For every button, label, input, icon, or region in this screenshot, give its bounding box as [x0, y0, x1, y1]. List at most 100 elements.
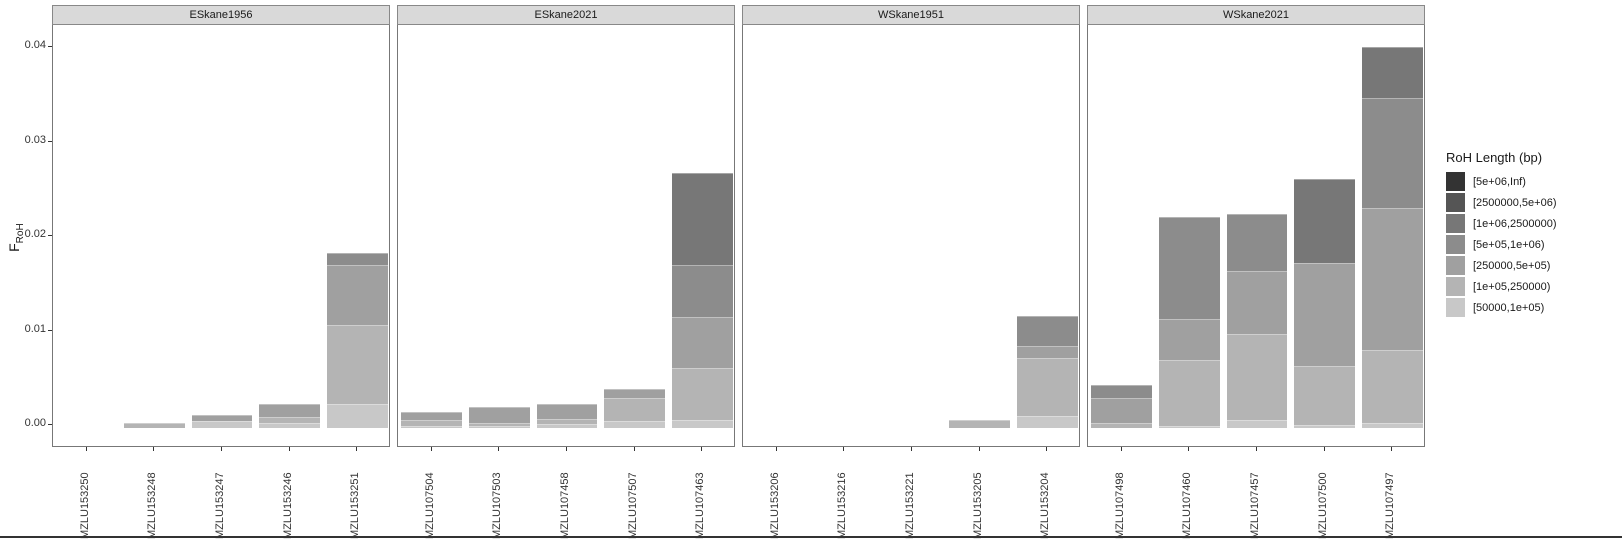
bar-segment[interactable]	[671, 368, 733, 420]
bar-segment[interactable]	[1091, 397, 1153, 424]
bar-segment[interactable]	[671, 316, 733, 369]
bar-segment[interactable]	[468, 407, 530, 424]
bar-segment[interactable]	[1361, 349, 1423, 424]
x-tick-mark	[221, 447, 222, 451]
bar-segment[interactable]	[1091, 384, 1153, 398]
bar-segment[interactable]	[401, 411, 463, 421]
facet-panel-wskane1951: WSkane1951 MZLU153206 MZLU153216 MZLU153221…	[742, 5, 1080, 539]
x-tick-mark	[288, 447, 290, 451]
x-tick-mark	[1120, 447, 1122, 451]
legend-item: [50000,1e+05)	[1446, 297, 1557, 318]
bar-segment[interactable]	[1294, 262, 1355, 366]
legend-color-swatch	[1446, 298, 1465, 317]
bar-segment[interactable]	[468, 426, 530, 428]
bar-segment[interactable]	[1091, 423, 1153, 428]
bar-segment[interactable]	[259, 423, 320, 428]
bar-segment[interactable]	[1226, 271, 1288, 334]
bar-segment[interactable]	[191, 414, 253, 422]
x-tick-label: MZLU107497	[1384, 472, 1397, 539]
bar-segment[interactable]	[536, 418, 598, 425]
bar-segment[interactable]	[1158, 359, 1220, 427]
y-tick-mark	[48, 329, 52, 331]
bar-segment[interactable]	[1361, 98, 1423, 208]
y-tick-mark	[48, 46, 52, 47]
bar-segment[interactable]	[259, 416, 320, 424]
bar-segment[interactable]	[1294, 179, 1355, 263]
bar-segment[interactable]	[536, 424, 598, 428]
legend-item: [1e+05,250000)	[1446, 276, 1557, 297]
plot-area	[52, 25, 390, 447]
bar-segment[interactable]	[1361, 47, 1423, 99]
y-tick-mark	[48, 140, 52, 142]
x-tick-label: MZLU153204	[1039, 472, 1052, 539]
legend-item: [1e+06,2500000)	[1446, 213, 1557, 234]
x-tick-label: MZLU107500	[1316, 472, 1329, 539]
legend-label: [250000,5e+05)	[1473, 259, 1551, 272]
bar-segment[interactable]	[326, 264, 388, 325]
bar-segment[interactable]	[604, 389, 665, 398]
legend-color-swatch	[1446, 193, 1465, 212]
x-tick-label: MZLU153250	[78, 472, 91, 539]
bar-segment[interactable]	[191, 421, 253, 428]
bar-segment[interactable]	[671, 264, 733, 317]
y-tick-label: 0.02	[24, 228, 46, 240]
plot-area	[1087, 25, 1425, 447]
legend-item: [5e+05,1e+06)	[1446, 234, 1557, 255]
bar-segment[interactable]	[671, 419, 733, 428]
x-tick-label: MZLU153248	[146, 472, 159, 539]
bar-segment[interactable]	[401, 426, 463, 428]
facet-strip-label: ESkane1956	[52, 5, 390, 25]
legend-items: [5e+06,Inf) [2500000,5e+06) [1e+06,2500000…	[1446, 171, 1557, 318]
bar-segment[interactable]	[326, 404, 388, 428]
legend-item: [5e+06,Inf)	[1446, 171, 1557, 192]
bar-segment[interactable]	[123, 423, 185, 428]
x-tick-label: MZLU153251	[349, 472, 362, 539]
y-tick-label: 0.04	[24, 39, 46, 51]
bar-segment[interactable]	[326, 325, 388, 405]
x-tick-label: MZLU107498	[1113, 472, 1126, 539]
bar-segment[interactable]	[1294, 365, 1355, 426]
legend-label: [5e+06,Inf)	[1473, 175, 1526, 188]
bar-segment[interactable]	[1158, 319, 1220, 360]
x-tick-mark	[843, 447, 845, 451]
bar-segment[interactable]	[1016, 315, 1078, 346]
bar-segment[interactable]	[326, 253, 388, 265]
bar-segment[interactable]	[468, 423, 530, 427]
legend-label: [1e+05,250000)	[1473, 280, 1551, 293]
facet-strip-label: WSkane1951	[742, 5, 1080, 25]
bar-segment[interactable]	[1361, 423, 1423, 428]
legend-color-swatch	[1446, 256, 1465, 275]
bar-segment[interactable]	[1016, 358, 1078, 416]
x-tick-label: MZLU107457	[1249, 472, 1261, 539]
bar-segment[interactable]	[1294, 425, 1355, 428]
x-tick-mark	[775, 447, 777, 451]
bar-segment[interactable]	[604, 421, 665, 428]
x-tick-mark	[356, 447, 358, 451]
x-tick-label: MZLU153216	[836, 472, 849, 539]
bar-segment[interactable]	[1158, 426, 1220, 428]
x-tick-mark	[566, 447, 567, 451]
facet-strip-label: WSkane2021	[1087, 5, 1425, 25]
x-tick-label: MZLU107463	[694, 472, 707, 539]
bar-segment[interactable]	[1016, 415, 1078, 428]
bar-segment[interactable]	[949, 420, 1010, 428]
x-tick-label: MZLU107460	[1181, 472, 1194, 539]
plot-area	[397, 25, 735, 447]
bar-segment[interactable]	[604, 397, 665, 422]
bar-segment[interactable]	[1361, 207, 1423, 350]
bar-segment[interactable]	[401, 420, 463, 427]
bar-segment[interactable]	[1226, 420, 1288, 428]
x-tick-label: MZLU153247	[214, 472, 226, 539]
bar-segment[interactable]	[1226, 214, 1288, 272]
bar-segment[interactable]	[1158, 217, 1220, 320]
x-tick-mark	[498, 447, 500, 451]
bar-segment[interactable]	[671, 172, 733, 265]
bar-segment[interactable]	[259, 404, 320, 417]
x-tick-mark	[153, 447, 155, 451]
bar-segment[interactable]	[536, 404, 598, 419]
bar-segment[interactable]	[1016, 345, 1078, 359]
x-tick-mark	[1256, 447, 1257, 451]
bar-segment[interactable]	[1226, 333, 1288, 421]
x-tick-label: MZLU107504	[423, 472, 436, 539]
x-tick-mark	[430, 447, 432, 451]
